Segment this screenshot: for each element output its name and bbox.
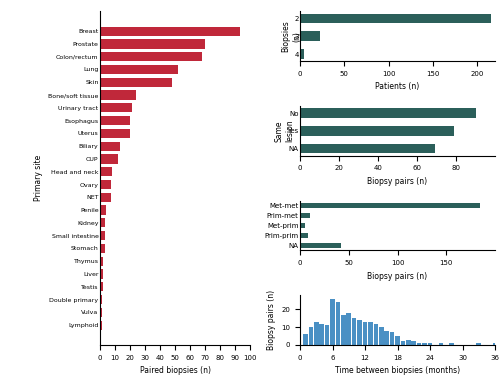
Bar [395,336,400,345]
Bar [374,324,378,345]
Bar [100,231,104,240]
Bar [412,341,416,345]
Bar [100,78,172,87]
Bar [330,299,335,345]
Bar [100,116,130,125]
Bar [300,31,320,41]
Bar [336,302,340,345]
Y-axis label: Primary site: Primary site [34,155,42,201]
Bar [100,269,103,279]
Bar [300,243,341,248]
Bar [300,213,310,218]
Bar [100,295,102,304]
Bar [300,233,308,238]
Bar [100,167,112,176]
Bar [100,321,102,330]
Bar [100,91,136,100]
Bar [325,325,330,345]
X-axis label: Biopsy pairs (n): Biopsy pairs (n) [368,272,428,280]
Bar [100,193,110,202]
Bar [100,27,239,36]
Bar [303,334,308,345]
Bar [100,257,103,266]
Bar [100,129,130,138]
Bar [400,341,405,345]
Bar [300,144,434,153]
Y-axis label: Biopsy pairs (n): Biopsy pairs (n) [266,290,276,350]
Bar [300,223,305,228]
Y-axis label: Same
lesion: Same lesion [275,119,294,142]
Bar [428,343,432,345]
Bar [300,126,454,136]
Bar [492,343,498,345]
Bar [341,315,345,345]
Bar [100,142,119,151]
Bar [100,154,118,164]
Bar [417,343,422,345]
Bar [300,49,304,59]
Bar [100,218,104,227]
Bar [300,14,490,23]
Bar [300,108,476,118]
Bar [300,203,480,208]
Bar [320,324,324,345]
Bar [438,343,443,345]
Bar [100,308,102,317]
Y-axis label: Biopsies
(n): Biopsies (n) [282,20,301,52]
Bar [379,327,384,345]
Bar [422,343,427,345]
X-axis label: Time between biopsies (months): Time between biopsies (months) [335,366,460,375]
X-axis label: Paired biopsies (n): Paired biopsies (n) [140,366,210,375]
Bar [100,282,103,291]
Bar [100,52,202,61]
Bar [358,320,362,345]
Bar [100,65,178,74]
X-axis label: Patients (n): Patients (n) [376,82,420,91]
Bar [368,322,372,345]
Bar [100,205,106,215]
Bar [100,103,132,113]
Bar [352,318,356,345]
Bar [384,330,389,345]
X-axis label: Biopsy pairs (n): Biopsy pairs (n) [368,177,428,186]
Bar [476,343,481,345]
Bar [362,322,368,345]
Bar [314,322,318,345]
Bar [390,332,394,345]
Bar [450,343,454,345]
Bar [406,340,410,345]
Bar [308,327,313,345]
Bar [100,39,205,49]
Bar [100,180,110,189]
Bar [100,244,104,253]
Bar [346,313,351,345]
